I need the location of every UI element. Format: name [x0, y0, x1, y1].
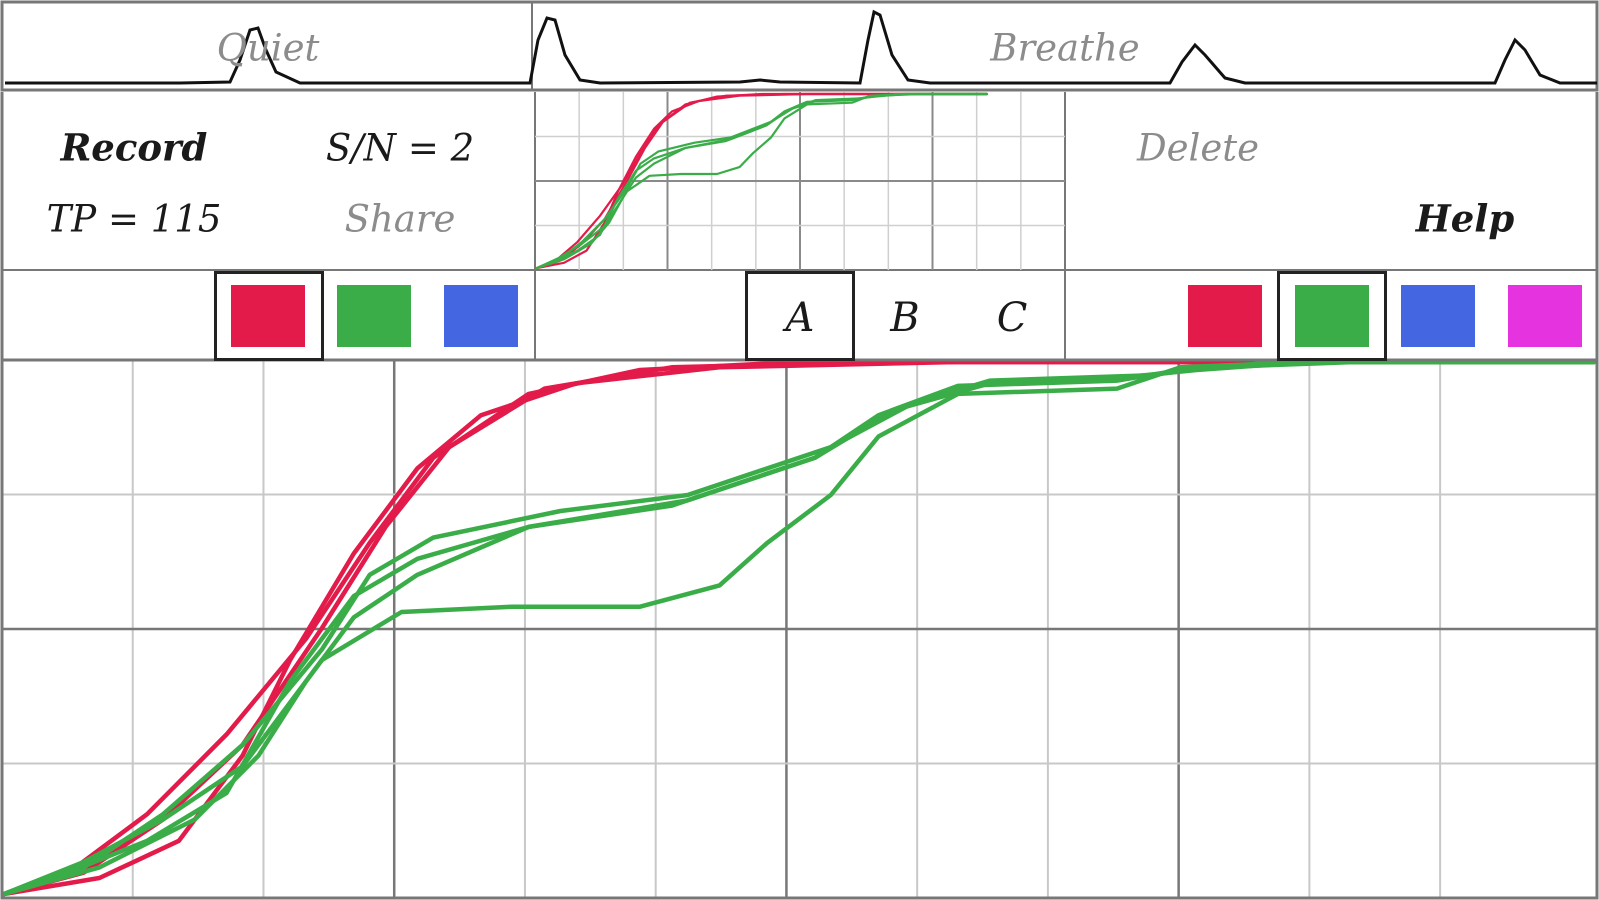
tab-a[interactable]: A: [785, 295, 815, 341]
record-button[interactable]: Record: [60, 125, 208, 170]
main-plot-curves: [1, 359, 1597, 897]
right-swatch-red[interactable]: [1188, 285, 1262, 347]
tab-selection: [745, 271, 855, 361]
right-swatch-green[interactable]: [1295, 285, 1369, 347]
left-swatch-green[interactable]: [337, 285, 411, 347]
waveform-strip: [0, 0, 1599, 92]
main-plot-grid: [2, 360, 1597, 898]
waveform-trace: [5, 9, 1597, 85]
waveform-frame: [0, 0, 1599, 92]
green-curve: [535, 92, 989, 270]
red-curve: [1, 359, 1597, 897]
thumbnail-curves: [535, 92, 989, 270]
sn-readout: S/N = 2: [325, 126, 475, 170]
right-palette-selection: [1277, 271, 1387, 361]
tab-b[interactable]: B: [890, 295, 920, 341]
thumbnail-grid: [535, 92, 1065, 270]
tab-c[interactable]: C: [996, 295, 1028, 341]
tp-readout: TP = 115: [46, 197, 222, 241]
quiet-label[interactable]: Quiet: [216, 26, 320, 70]
left-swatch-red[interactable]: [231, 285, 305, 347]
green-curve: [1, 359, 1597, 897]
red-curve: [535, 92, 989, 270]
share-button[interactable]: Share: [344, 197, 456, 241]
breathe-label[interactable]: Breathe: [990, 26, 1140, 70]
help-button[interactable]: Help: [1415, 196, 1515, 241]
green-curve: [1, 359, 1597, 897]
green-curve: [535, 92, 989, 270]
right-swatch-blue[interactable]: [1401, 285, 1475, 347]
right-swatch-magenta[interactable]: [1508, 285, 1582, 347]
left-palette-selection: [214, 271, 324, 361]
delete-button[interactable]: Delete: [1136, 126, 1260, 170]
left-swatch-blue[interactable]: [444, 285, 518, 347]
